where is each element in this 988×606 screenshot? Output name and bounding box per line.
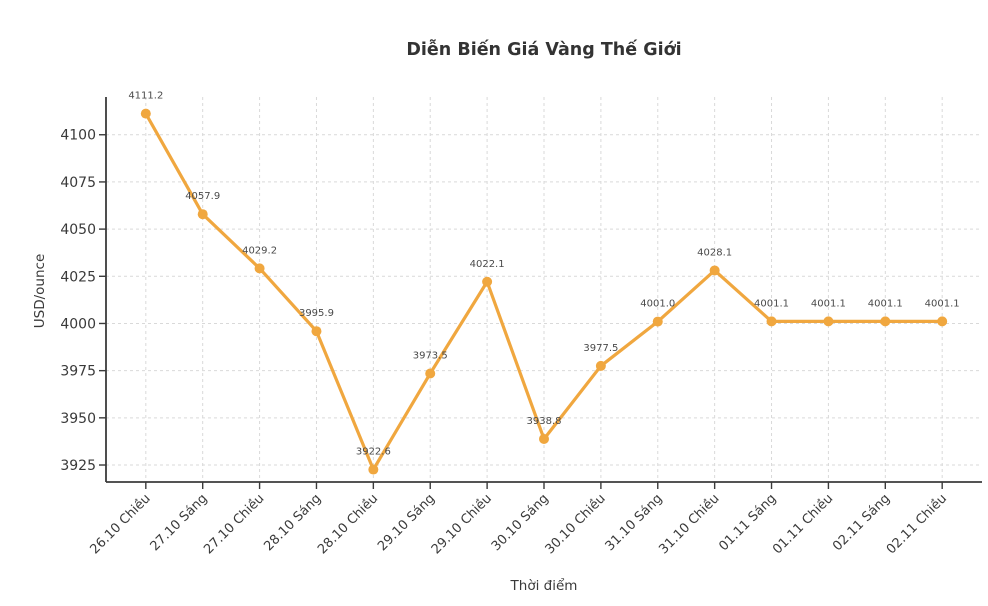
data-point-label: 4001.0 — [640, 299, 675, 310]
price-line-series — [140, 108, 948, 475]
data-point-labels: 4111.2 4057.9 4029.2 3995.9 3922.6 3973.5 4022… — [128, 91, 959, 458]
data-point-label: 4001.1 — [868, 298, 903, 309]
x-tick-label: 29.10 Chiều — [429, 491, 495, 557]
data-point-label: 4029.2 — [242, 245, 277, 256]
data-point-marker — [595, 360, 606, 371]
data-point-marker — [482, 276, 493, 287]
y-tick-label: 4100 — [60, 128, 96, 144]
data-point-marker — [709, 265, 720, 276]
data-point-label: 4028.1 — [697, 247, 732, 258]
data-point-label: 3938.8 — [527, 416, 562, 427]
data-point-label: 4022.1 — [470, 259, 505, 270]
data-point-label: 3977.5 — [583, 343, 618, 354]
y-tick-label: 3925 — [60, 458, 96, 474]
data-point-marker — [425, 368, 436, 379]
data-point-marker — [539, 433, 549, 444]
x-tick-label: 28.10 Chiều — [315, 491, 381, 557]
y-tick-label: 4025 — [60, 269, 96, 285]
data-point-label: 3973.5 — [413, 350, 448, 361]
data-point-label: 3922.6 — [356, 447, 391, 458]
x-tick-label: 27.10 Sáng — [148, 491, 211, 554]
y-tick-label: 4050 — [60, 222, 96, 238]
gridlines — [106, 97, 982, 482]
x-tick-label: 27.10 Chiều — [201, 491, 267, 557]
data-point-label: 4111.2 — [128, 91, 163, 102]
data-point-marker — [311, 326, 322, 337]
x-tick-label: 02.11 Sáng — [830, 491, 893, 554]
data-point-label: 4001.1 — [811, 298, 846, 309]
data-point-marker — [880, 316, 891, 327]
y-tick-label: 4000 — [60, 316, 96, 332]
y-tick-label: 3950 — [60, 411, 96, 427]
y-axis-ticks: 3925 3950 3975 4000 4025 4050 4075 4100 — [60, 128, 106, 474]
data-point-marker — [197, 209, 208, 220]
x-tick-label: 28.10 Sáng — [261, 491, 324, 554]
y-tick-label: 3975 — [60, 364, 96, 380]
x-tick-label: 01.11 Sáng — [716, 491, 779, 554]
x-axis-label: Thời điểm — [510, 577, 578, 594]
data-point-label: 4001.1 — [925, 298, 960, 309]
x-tick-label: 30.10 Chiều — [543, 491, 609, 557]
x-tick-label: 29.10 Sáng — [375, 491, 438, 554]
y-tick-label: 4075 — [60, 175, 96, 191]
x-tick-label: 01.11 Chiều — [770, 491, 836, 557]
data-point-label: 3995.9 — [299, 308, 334, 319]
x-tick-label: 31.10 Sáng — [603, 491, 666, 554]
chart-title: Diễn Biến Giá Vàng Thế Giới — [406, 38, 681, 60]
data-point-marker — [652, 316, 663, 327]
data-point-marker — [937, 316, 948, 327]
x-tick-label: 26.10 Chiều — [88, 491, 154, 557]
data-point-label: 4001.1 — [754, 298, 789, 309]
x-tick-label: 31.10 Chiều — [656, 491, 722, 557]
data-point-marker — [766, 316, 777, 327]
y-axis-label: USD/ounce — [32, 254, 48, 329]
data-point-marker — [254, 263, 265, 274]
data-point-label: 4057.9 — [185, 191, 220, 202]
data-point-marker — [368, 464, 379, 475]
x-tick-label: 30.10 Sáng — [489, 491, 552, 554]
x-tick-label: 02.11 Chiều — [884, 491, 950, 557]
data-point-marker — [823, 316, 834, 327]
data-point-marker — [140, 108, 151, 119]
